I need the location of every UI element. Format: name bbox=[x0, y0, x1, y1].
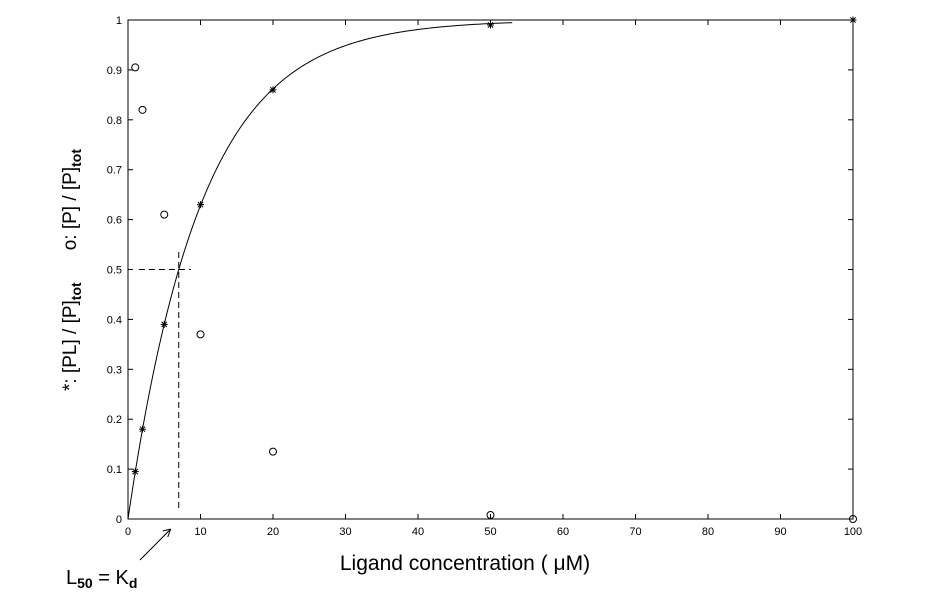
free-point bbox=[269, 447, 277, 456]
y-tick-label: 0.5 bbox=[107, 265, 122, 277]
bound-point bbox=[131, 468, 139, 476]
kd-annotation: L50 = Kd bbox=[66, 528, 172, 591]
y-tick-label: 0.1 bbox=[107, 464, 122, 476]
y-label-free-sub: tot bbox=[68, 149, 84, 167]
free-point bbox=[849, 515, 857, 523]
y-tick-label: 0.2 bbox=[107, 414, 122, 426]
bound-point bbox=[487, 21, 494, 29]
x-tick-label: 10 bbox=[194, 526, 206, 538]
y-tick-label: 0.7 bbox=[107, 165, 122, 177]
series-bound-fraction bbox=[131, 16, 857, 476]
x-axis-label: Ligand concentration ( μM) bbox=[340, 552, 590, 575]
y-tick-label: 0.4 bbox=[107, 314, 122, 326]
kd-annotation-main: L bbox=[66, 567, 77, 589]
y-label-bound-sub: tot bbox=[68, 282, 84, 300]
y-axis-ticks: 0 0.1 0.2 0.3 0.4 0.5 0.6 0.7 0.8 0.9 1 bbox=[107, 15, 853, 526]
free-point bbox=[160, 210, 169, 219]
kd-annotation-sub2: d bbox=[129, 575, 138, 591]
y-axis-label: *: [PL] / [P]toto: [P] / [P]tot bbox=[60, 149, 84, 391]
bound-point bbox=[160, 320, 168, 328]
free-point bbox=[131, 63, 140, 72]
free-point bbox=[486, 511, 495, 520]
y-tick-label: 0 bbox=[116, 514, 122, 526]
x-tick-label: 50 bbox=[484, 526, 496, 538]
y-tick-label: 1 bbox=[116, 15, 122, 27]
kd-annotation-sub1: 50 bbox=[77, 575, 93, 591]
bound-point bbox=[139, 425, 146, 433]
y-tick-label: 0.6 bbox=[107, 215, 122, 227]
y-tick-label: 0.8 bbox=[107, 115, 122, 127]
half-saturation-guides bbox=[138, 252, 192, 510]
plot-border bbox=[127, 19, 854, 520]
x-tick-label: 100 bbox=[844, 526, 862, 538]
x-tick-label: 80 bbox=[702, 526, 714, 538]
kd-annotation-arrow bbox=[139, 528, 172, 561]
y-label-free: o: [P] / [P] bbox=[60, 167, 81, 250]
x-tick-label: 90 bbox=[774, 526, 786, 538]
x-tick-label: 0 bbox=[125, 526, 131, 538]
bound-point bbox=[849, 16, 857, 24]
x-tick-label: 70 bbox=[629, 526, 641, 538]
fit-curve bbox=[127, 22, 513, 520]
x-axis-ticks: 0 10 20 30 40 50 60 70 80 90 100 bbox=[125, 20, 862, 538]
free-point bbox=[138, 105, 147, 114]
free-point bbox=[196, 330, 205, 339]
bound-point bbox=[269, 86, 277, 94]
series-free-fraction bbox=[131, 63, 857, 523]
plot-frame bbox=[127, 19, 854, 520]
x-tick-label: 20 bbox=[267, 526, 279, 538]
y-tick-label: 0.3 bbox=[107, 364, 122, 376]
kd-annotation-label: L50 = Kd bbox=[66, 567, 137, 591]
x-tick-label: 30 bbox=[339, 526, 351, 538]
bound-point bbox=[197, 201, 204, 209]
y-label-bound: *: [PL] / [P] bbox=[60, 300, 81, 391]
kd-annotation-eq: = K bbox=[93, 567, 130, 589]
y-tick-label: 0.9 bbox=[107, 65, 122, 77]
x-tick-label: 60 bbox=[557, 526, 569, 538]
x-tick-label: 40 bbox=[412, 526, 424, 538]
